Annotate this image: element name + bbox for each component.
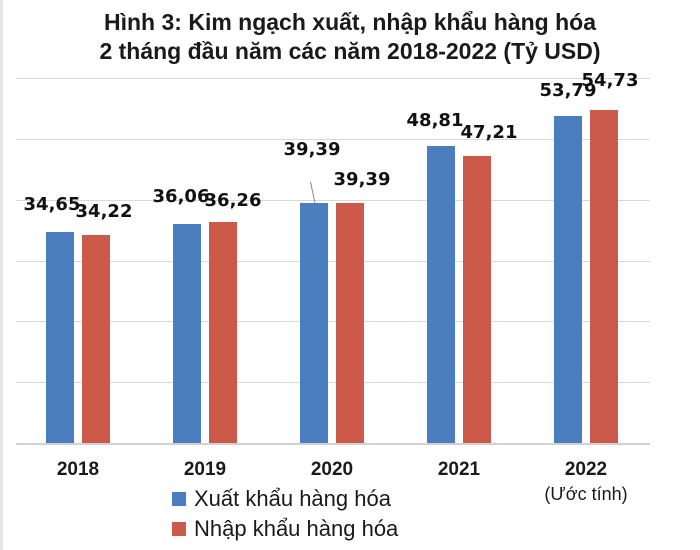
gridline [16, 200, 650, 201]
bar-import-2020 [336, 203, 364, 443]
gridline [16, 139, 650, 140]
data-label-import-2020: 39,39 [333, 169, 391, 191]
gridline [16, 78, 650, 79]
x-tick-label-2019: 2019 [184, 458, 226, 482]
chart-title-line-1: Hình 3: Kim ngạch xuất, nhập khẩu hàng h… [104, 9, 596, 35]
chart-title-line-2: 2 tháng đầu năm các năm 2018-2022 (Tỷ US… [99, 38, 601, 64]
data-label-import-2019: 36,26 [204, 190, 262, 212]
chart-title: Hình 3: Kim ngạch xuất, nhập khẩu hàng h… [0, 8, 700, 66]
x-tick-year: 2018 [56, 459, 100, 480]
x-tick-year: 2019 [183, 459, 227, 480]
bar-export-2021 [427, 146, 455, 443]
x-tick-year: 2022 [564, 459, 608, 480]
x-axis-line [16, 443, 650, 445]
x-tick-subtitle: (Ước tính) [544, 484, 628, 504]
data-label-export-2022: 53,79 [539, 79, 597, 101]
data-label-export-2021: 48,81 [406, 110, 464, 132]
gridline [16, 261, 650, 262]
bar-export-2018 [46, 232, 74, 443]
legend-item-export: Xuất khẩu hàng hóa [172, 484, 398, 514]
legend-label-import: Nhập khẩu hàng hóa [194, 516, 399, 541]
legend-item-import: Nhập khẩu hàng hóa [172, 514, 398, 544]
x-tick-label-2020: 2020 [311, 458, 353, 482]
gridline [16, 382, 650, 383]
legend: Xuất khẩu hàng hóa Nhập khẩu hàng hóa [172, 484, 398, 544]
bar-import-2018 [82, 234, 110, 443]
x-tick-year: 2021 [437, 459, 481, 480]
left-border [0, 0, 3, 550]
x-tick-year: 2020 [310, 459, 354, 480]
legend-swatch-export [172, 492, 186, 506]
x-tick-label-2018: 2018 [57, 458, 99, 482]
data-label-export-2020: 39,39 [283, 139, 341, 161]
data-label-import-2022: 54,73 [581, 70, 639, 92]
data-label-import-2021: 47,21 [460, 121, 518, 143]
bar-import-2019 [209, 222, 237, 443]
data-label-export-2019: 36,06 [152, 185, 210, 207]
x-tick-label-2021: 2021 [438, 458, 480, 482]
legend-swatch-import [172, 522, 186, 536]
data-label-import-2018: 34,22 [75, 200, 133, 222]
x-tick-label-2022: 2022 (Ước tính) [544, 458, 627, 506]
bar-export-2019 [173, 223, 201, 443]
gridline [16, 321, 650, 322]
legend-label-export: Xuất khẩu hàng hóa [194, 486, 391, 511]
bar-import-2021 [463, 155, 491, 443]
data-label-export-2018: 34,65 [23, 194, 81, 216]
bar-export-2020 [300, 203, 328, 443]
bar-export-2022 [554, 115, 582, 443]
bar-import-2022 [590, 110, 618, 443]
